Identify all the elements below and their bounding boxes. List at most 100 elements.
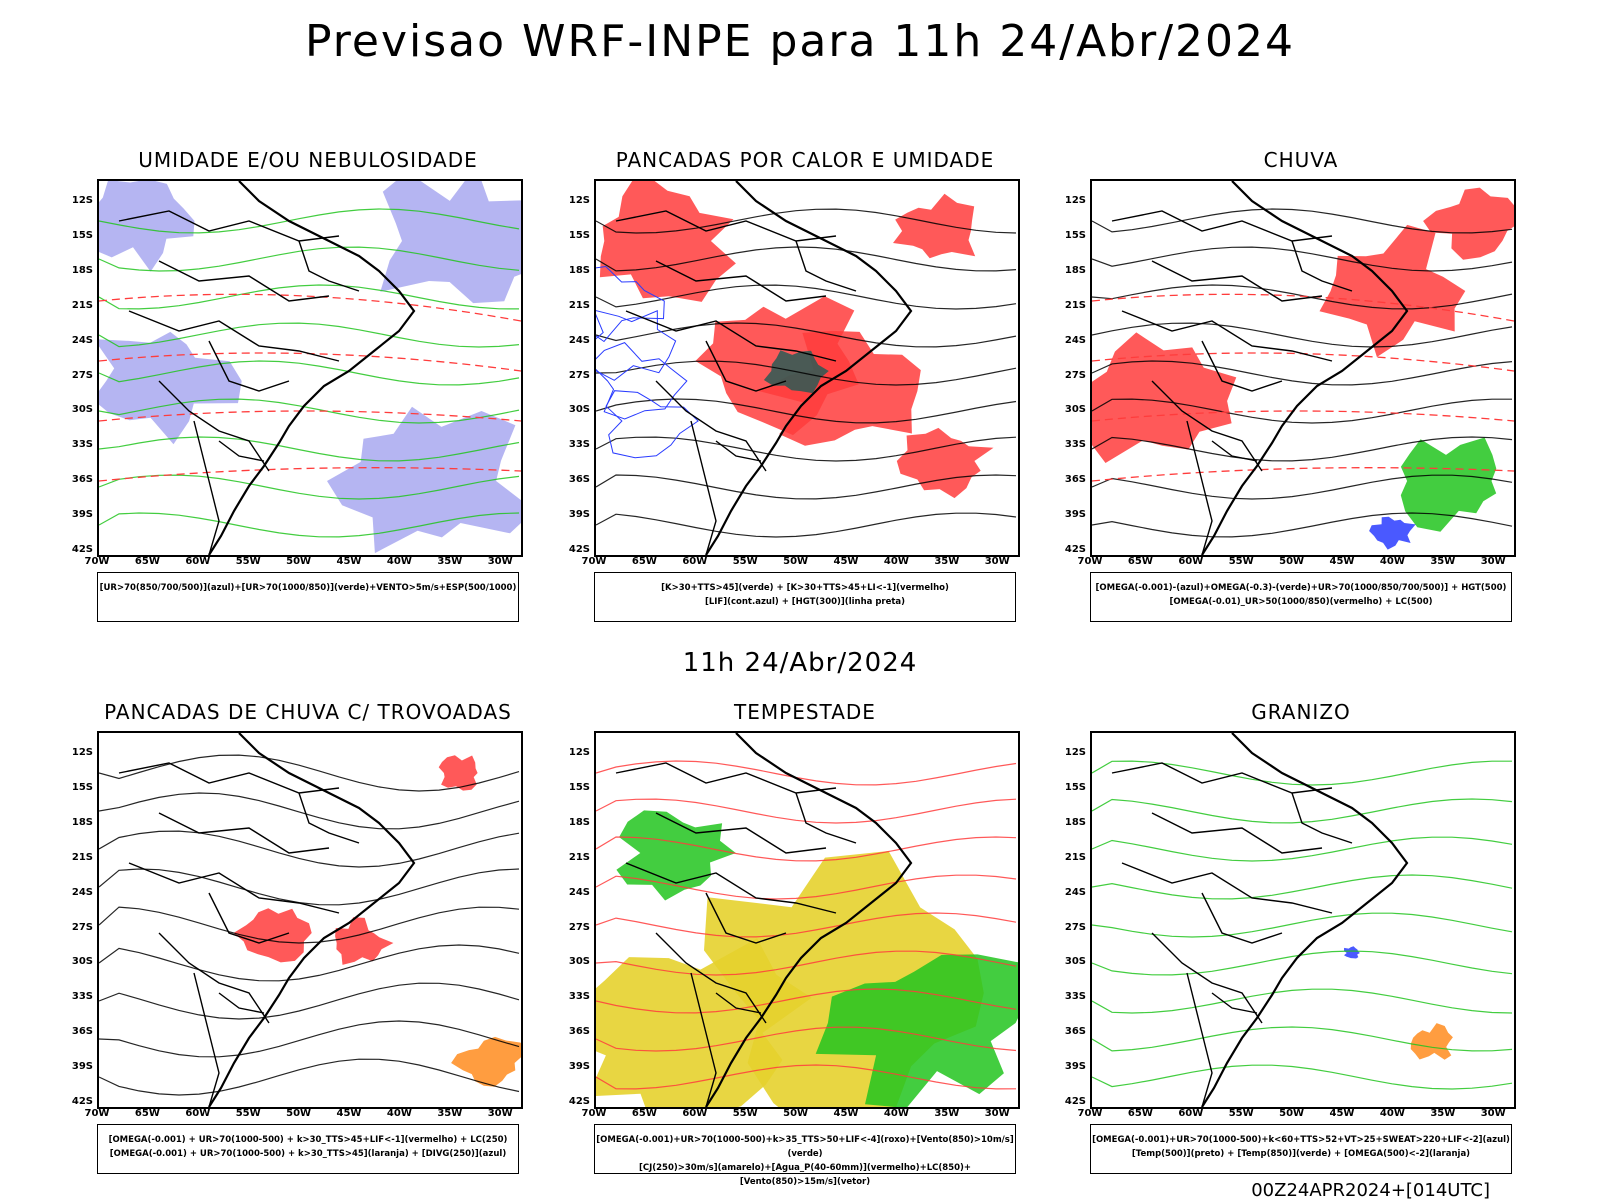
legend-line: [OMEGA(-0.001)-(azul)+OMEGA(-0.3)-(verde… (1095, 583, 1507, 593)
panel-legend: [UR>70(850/700/500)](azul)+[UR>70(1000/8… (97, 572, 519, 622)
lon-tick-label: 55W (235, 1108, 261, 1119)
country-border (705, 340, 787, 392)
contour-line (99, 906, 520, 944)
lat-tick-label: 27S (1064, 369, 1086, 381)
weather-map (594, 179, 1020, 557)
contour-line (596, 208, 1017, 234)
contour-line (1092, 246, 1513, 272)
lon-tick-label: 40W (883, 1108, 909, 1119)
country-border (1121, 310, 1333, 362)
contour-line (1092, 322, 1513, 348)
contour-line (1092, 398, 1512, 424)
coastline (208, 733, 416, 1107)
lat-tick-label: 30S (1064, 404, 1086, 416)
contour-line (99, 868, 520, 906)
lat-tick-label: 30S (568, 404, 590, 416)
legend-line: [OMEGA(-0.001) + UR>70(1000-500) + k>30_… (108, 1135, 508, 1145)
lon-tick-label: 65W (134, 1108, 160, 1119)
contour-line (1092, 208, 1513, 234)
lon-tick-label: 65W (1127, 556, 1153, 567)
lon-tick-label: 30W (487, 1108, 513, 1119)
country-border (655, 812, 827, 854)
contour-line (99, 982, 520, 1020)
lon-tick-label: 35W (1430, 556, 1456, 567)
lat-tick-label: 30S (71, 404, 93, 416)
lon-tick-label: 55W (235, 556, 261, 567)
lon-tick-label: 60W (185, 556, 211, 567)
lon-tick-label: 60W (1178, 556, 1204, 567)
lon-tick-label: 35W (934, 556, 960, 567)
lat-tick-label: 18S (1064, 816, 1086, 828)
contour-line (99, 1020, 520, 1058)
lon-tick-label: 35W (1430, 1108, 1456, 1119)
lat-tick-label: 36S (71, 474, 93, 486)
weather-map (594, 731, 1020, 1109)
contour-line (99, 944, 520, 982)
contour-line (596, 1026, 1017, 1052)
lat-tick-label: 42S (71, 544, 93, 555)
lon-tick-label: 50W (286, 556, 312, 567)
lat-tick-label: 21S (71, 851, 93, 863)
country-border (625, 310, 837, 362)
lat-tick-label: 27S (71, 369, 93, 381)
lon-tick-label: 65W (134, 556, 160, 567)
lif-contour (596, 342, 688, 420)
contour-line (1092, 912, 1513, 938)
country-border (1151, 812, 1323, 854)
country-border (298, 240, 360, 292)
shaded-area (99, 181, 195, 272)
lon-tick-label: 60W (1178, 1108, 1204, 1119)
country-border (118, 210, 340, 242)
contour-line (99, 398, 520, 424)
country-border (1186, 972, 1213, 1107)
dashed-contour (99, 467, 521, 482)
lat-tick-label: 18S (71, 264, 93, 276)
panel-legend: [OMEGA(-0.001)+UR>70(1000-500)+k<60+TTS>… (1090, 1124, 1512, 1174)
coastline (208, 181, 416, 555)
lon-tick-label: 40W (1379, 556, 1405, 567)
lat-tick-label: 21S (568, 299, 590, 311)
lon-tick-label: 45W (1329, 556, 1355, 567)
contour-line (596, 284, 1017, 310)
lon-tick-label: 40W (386, 556, 412, 567)
lat-tick-label: 15S (71, 781, 93, 793)
panel-title: UMIDADE E/OU NEBULOSIDADE (138, 148, 478, 172)
shaded-area (616, 810, 736, 901)
lon-tick-label: 30W (487, 556, 513, 567)
shaded-area (1092, 332, 1237, 463)
contour-line (1092, 874, 1513, 900)
contour-line (1092, 988, 1513, 1014)
panel-title: PANCADAS POR CALOR E UMIDADE (615, 148, 995, 172)
lat-tick-label: 18S (71, 816, 93, 828)
lat-tick-label: 27S (71, 921, 93, 933)
lon-tick-label: 30W (1480, 556, 1506, 567)
lat-tick-label: 12S (71, 195, 93, 206)
legend-line: [OMEGA(-0.001) + UR>70(1000-500) + k>30_… (109, 1149, 507, 1159)
country-border (158, 380, 270, 472)
country-border (795, 792, 857, 844)
lat-tick-label: 33S (568, 991, 590, 1003)
contour-line (1092, 836, 1513, 862)
country-border (615, 762, 837, 794)
lat-tick-label: 30S (1064, 956, 1086, 968)
lif-contour (605, 390, 699, 459)
lon-tick-label: 70W (84, 1108, 110, 1119)
contour-line (596, 912, 1017, 938)
country-border (1111, 762, 1333, 794)
country-border (715, 992, 762, 1014)
dashed-contour (1092, 467, 1514, 482)
coastline (705, 181, 913, 555)
contour-line (99, 322, 520, 348)
lat-tick-label: 24S (1064, 334, 1086, 346)
lat-tick-label: 30S (568, 956, 590, 968)
country-border (1121, 862, 1333, 914)
contour-line (596, 322, 1017, 348)
lat-tick-label: 36S (568, 474, 590, 486)
shaded-area (815, 954, 1018, 1107)
lat-tick-label: 33S (71, 439, 93, 451)
lon-tick-label: 45W (833, 556, 859, 567)
contour-line (1092, 360, 1513, 386)
lat-tick-label: 12S (568, 195, 590, 206)
lat-tick-label: 15S (568, 229, 590, 241)
contour-line (99, 512, 520, 538)
